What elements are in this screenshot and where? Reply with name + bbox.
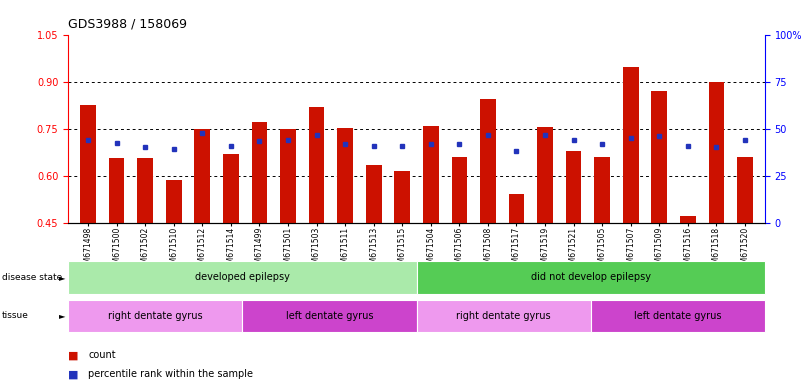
Bar <box>166 180 182 364</box>
Bar <box>223 154 239 364</box>
Bar <box>566 151 582 364</box>
Bar <box>366 165 381 364</box>
Bar <box>68 300 242 332</box>
Bar <box>280 129 296 364</box>
Text: disease state: disease state <box>2 273 62 282</box>
Text: ►: ► <box>58 311 65 320</box>
Text: right dentate gyrus: right dentate gyrus <box>108 311 203 321</box>
Bar <box>195 129 210 364</box>
Text: percentile rank within the sample: percentile rank within the sample <box>88 369 253 379</box>
Bar <box>80 105 96 364</box>
Bar <box>394 171 410 364</box>
Bar <box>623 68 638 364</box>
Bar <box>737 157 753 364</box>
Text: did not develop epilepsy: did not develop epilepsy <box>531 272 650 283</box>
Text: ■: ■ <box>68 369 78 379</box>
Bar <box>452 157 467 364</box>
Bar <box>417 261 765 294</box>
Text: developed epilepsy: developed epilepsy <box>195 272 290 283</box>
Text: tissue: tissue <box>2 311 29 320</box>
Bar <box>509 195 525 364</box>
Bar <box>594 157 610 364</box>
Bar <box>651 91 667 364</box>
Bar <box>423 126 439 364</box>
Bar <box>242 300 417 332</box>
Bar <box>137 159 153 364</box>
Text: left dentate gyrus: left dentate gyrus <box>634 311 722 321</box>
Bar <box>109 159 124 364</box>
Bar <box>337 128 353 364</box>
Bar <box>709 82 724 364</box>
Bar <box>308 107 324 364</box>
Bar <box>68 261 417 294</box>
Text: GDS3988 / 158069: GDS3988 / 158069 <box>68 17 187 30</box>
Bar <box>252 122 268 364</box>
Bar <box>590 300 765 332</box>
Text: count: count <box>88 350 115 360</box>
Text: left dentate gyrus: left dentate gyrus <box>286 311 373 321</box>
Bar <box>680 217 696 364</box>
Bar <box>480 99 496 364</box>
Bar <box>417 300 590 332</box>
Bar <box>537 127 553 364</box>
Text: ■: ■ <box>68 350 78 360</box>
Text: ►: ► <box>58 273 65 282</box>
Text: right dentate gyrus: right dentate gyrus <box>457 311 551 321</box>
